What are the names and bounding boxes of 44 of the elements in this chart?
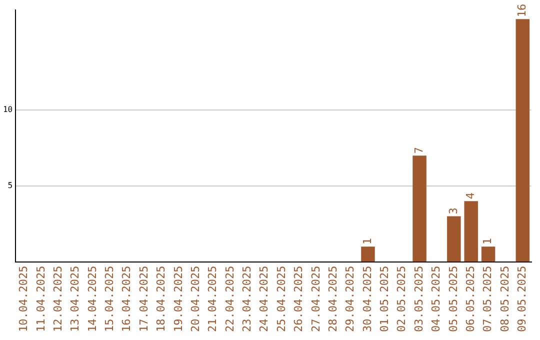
data-label: 16 bbox=[516, 4, 529, 18]
x-tick-label: 05.05.2025 bbox=[446, 266, 460, 332]
bar bbox=[447, 216, 461, 262]
data-label: 1 bbox=[360, 238, 374, 245]
x-tick-label: 17.04.2025 bbox=[137, 266, 150, 332]
x-tick-label: 18.04.2025 bbox=[154, 266, 168, 332]
x-tick-label: 07.05.2025 bbox=[481, 266, 494, 332]
x-tick-label: 26.04.2025 bbox=[292, 266, 306, 332]
bar bbox=[516, 19, 530, 262]
x-tick-label: 03.05.2025 bbox=[412, 266, 426, 332]
x-tick-label: 25.04.2025 bbox=[274, 266, 288, 332]
x-tick-label: 16.04.2025 bbox=[120, 266, 134, 332]
x-tick-label: 23.04.2025 bbox=[240, 266, 254, 332]
x-tick-label: 10.04.2025 bbox=[17, 266, 30, 332]
data-label: 7 bbox=[412, 146, 426, 154]
y-tick-label: 10 bbox=[2, 105, 13, 114]
x-tick-label: 08.05.2025 bbox=[498, 266, 512, 332]
x-tick-label: 29.04.2025 bbox=[344, 266, 357, 332]
data-label: 4 bbox=[464, 192, 477, 200]
x-tick-label: 11.04.2025 bbox=[34, 266, 48, 332]
y-tick-label: 5 bbox=[8, 181, 13, 190]
x-tick-label: 09.05.2025 bbox=[516, 266, 529, 332]
x-tick-label: 20.04.2025 bbox=[188, 266, 202, 332]
x-tick-label: 24.04.2025 bbox=[258, 266, 271, 332]
x-tick-label: 15.04.2025 bbox=[103, 266, 116, 332]
x-tick-label: 19.04.2025 bbox=[172, 266, 185, 332]
x-tick-label: 21.04.2025 bbox=[206, 266, 220, 332]
x-tick-label: 06.05.2025 bbox=[464, 266, 477, 332]
x-tick-label: 27.04.2025 bbox=[309, 266, 322, 332]
data-label: 3 bbox=[446, 208, 460, 214]
x-tick-label: 13.04.2025 bbox=[68, 266, 82, 332]
x-tick-label: 01.05.2025 bbox=[378, 266, 392, 332]
bar bbox=[361, 246, 375, 262]
bar bbox=[481, 246, 496, 262]
x-tick-label: 28.04.2025 bbox=[326, 266, 340, 332]
x-tick-label: 14.04.2025 bbox=[86, 266, 99, 332]
x-tick-label: 30.04.2025 bbox=[360, 266, 374, 332]
bar bbox=[412, 156, 426, 262]
x-tick-label: 22.04.2025 bbox=[223, 266, 236, 332]
x-tick-label: 12.04.2025 bbox=[51, 266, 64, 332]
bar bbox=[464, 201, 478, 262]
x-tick-label: 04.05.2025 bbox=[430, 266, 443, 332]
x-tick-label: 02.05.2025 bbox=[395, 266, 408, 332]
data-label: 1 bbox=[481, 238, 494, 245]
